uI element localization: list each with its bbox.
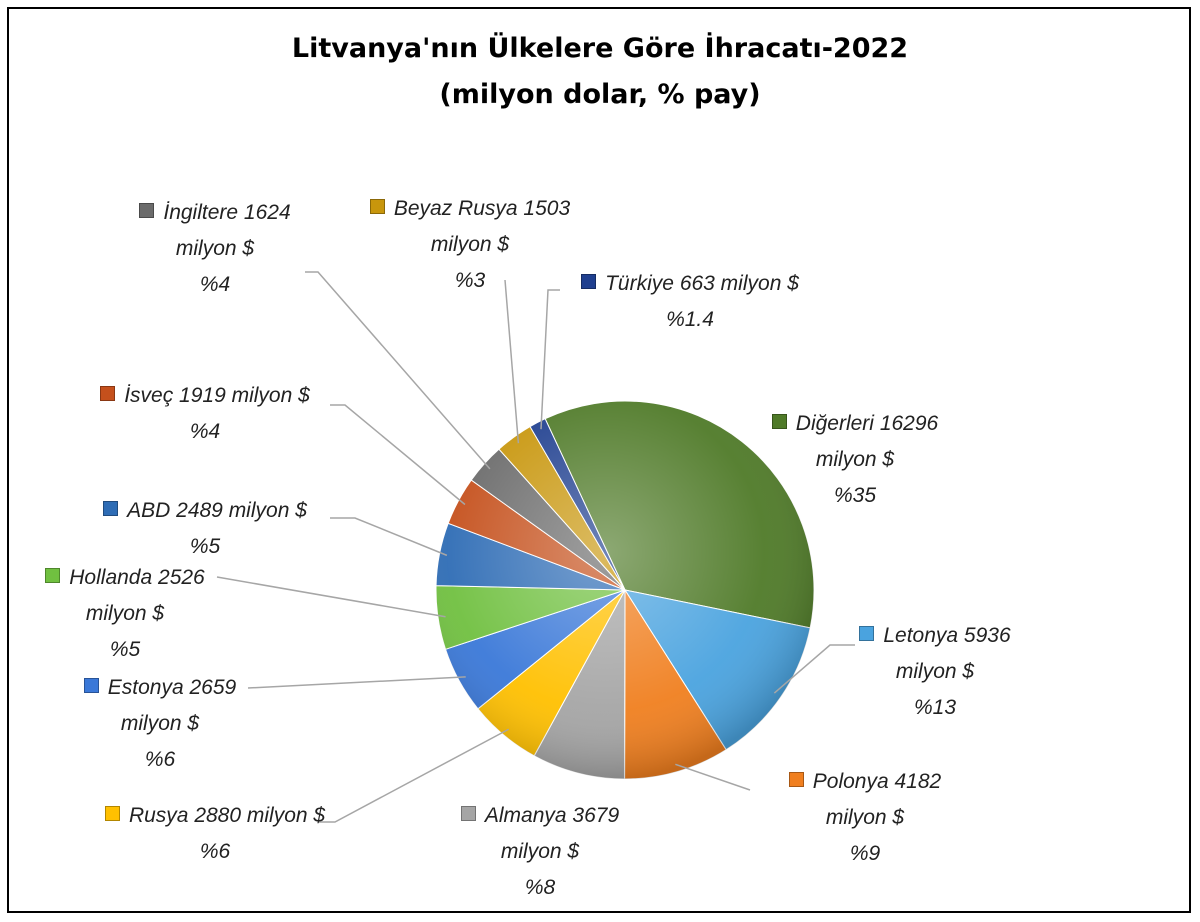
leader-line [330,517,448,557]
legend-swatch [83,678,99,693]
category-label: İsveç [124,384,174,407]
data-label: Hollanda 2526 milyon $ %5 [20,560,230,668]
share-label: %3 [454,269,486,292]
share-label: %13 [913,696,957,719]
legend-swatch [45,568,61,583]
share-label: %5 [189,535,221,558]
data-label: Polonya 4182 milyon $ %9 [760,764,970,872]
value-label: 1503 milyon $ [430,197,571,256]
category-label: Hollanda [69,566,153,589]
share-label: %6 [144,748,176,771]
share-label: %1.4 [666,308,714,331]
data-label: Letonya 5936 milyon $ %13 [850,618,1020,726]
leader-line [504,279,520,444]
value-label: 2489 milyon $ [176,499,307,522]
share-label: %35 [833,484,877,507]
leader-line [773,644,855,694]
legend-swatch [139,203,155,218]
legend-swatch [100,386,116,401]
value-label: 5936 milyon $ [895,624,1011,683]
category-label: Letonya [883,624,959,647]
data-label: Diğerleri 16296 milyon $ %35 [755,406,955,514]
share-label: %8 [524,876,556,899]
value-label: 1919 milyon $ [179,384,310,407]
data-label: İngiltere 1624 milyon $ %4 [128,195,303,303]
category-label: İngiltere [163,201,239,224]
leader-line [318,728,510,823]
data-label: ABD 2489 milyon $ %5 [75,493,335,565]
share-label: %4 [189,420,221,443]
legend-swatch [581,274,597,289]
leader-line [247,676,466,689]
chart-subtitle: (milyon dolar, % pay) [439,79,760,110]
share-label: %4 [199,273,231,296]
legend-swatch [104,806,120,821]
share-label: %9 [849,842,881,865]
legend-swatch [460,806,476,821]
value-label: 663 milyon $ [679,272,799,295]
leader-line [540,289,560,430]
value-label: 4182 milyon $ [825,770,942,829]
leader-line [305,271,491,470]
value-label: 2526 milyon $ [85,566,205,625]
category-label: Rusya [128,804,189,827]
legend-swatch [771,414,787,429]
category-label: Almanya [484,804,567,827]
value-label: 3679 milyon $ [500,804,620,863]
category-label: Beyaz Rusya [393,197,518,220]
category-label: Estonya [107,676,184,699]
value-label: 2880 milyon $ [194,804,326,827]
value-label: 16296 milyon $ [815,412,939,471]
legend-swatch [103,501,119,516]
data-label: İsveç 1919 milyon $ %4 [70,378,340,450]
category-label: Türkiye [605,272,674,295]
share-label: %5 [109,638,141,661]
value-label: 1624 milyon $ [175,201,291,260]
category-label: Diğerleri [795,412,874,435]
data-label: Türkiye 663 milyon $ %1.4 [565,266,815,338]
legend-swatch [788,772,804,787]
frame [7,7,1191,913]
category-label: Polonya [812,770,889,793]
value-label: 2659 milyon $ [120,676,237,735]
category-label: ABD [127,499,171,522]
leader-line [216,576,446,618]
data-label: Beyaz Rusya 1503 milyon $ %3 [350,191,590,299]
legend-swatch [369,199,385,214]
leader-line [675,763,751,791]
data-label: Rusya 2880 milyon $ %6 [90,798,340,870]
chart-title: Litvanya'nın Ülkelere Göre İhracatı-2022 [292,31,908,64]
share-label: %6 [199,840,231,863]
data-label: Almanya 3679 milyon $ %8 [440,798,640,906]
leader-line [330,404,466,506]
data-label: Estonya 2659 milyon $ %6 [60,670,260,778]
legend-swatch [859,626,875,641]
